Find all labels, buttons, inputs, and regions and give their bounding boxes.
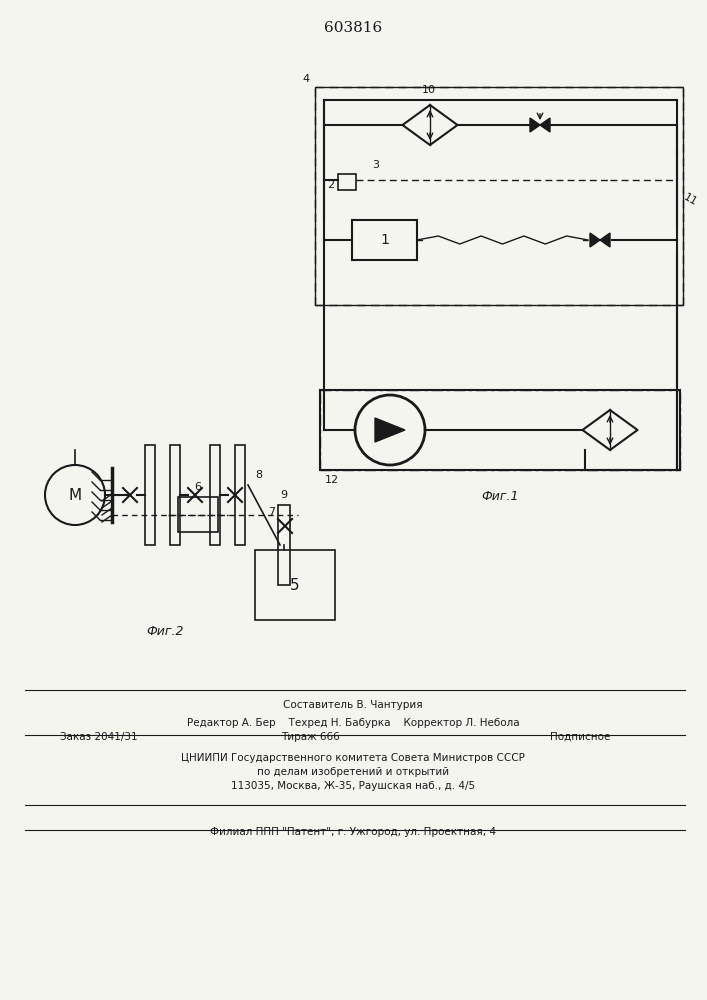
Text: 5: 5 [290, 578, 300, 592]
Text: 6: 6 [194, 482, 201, 492]
Text: 3: 3 [372, 160, 379, 170]
Text: 10: 10 [422, 85, 436, 95]
Text: 4: 4 [303, 74, 310, 84]
Text: Филиал ППП "Патент", г. Ужгород, ул. Проектная, 4: Филиал ППП "Патент", г. Ужгород, ул. Про… [210, 827, 496, 837]
Bar [210, 445, 220, 545]
Bar [235, 445, 245, 545]
Text: 7: 7 [268, 507, 275, 517]
Text: по делам изобретений и открытий: по делам изобретений и открытий [257, 767, 449, 777]
Text: 9: 9 [281, 490, 288, 500]
Bar [338, 174, 356, 190]
Bar [145, 445, 155, 545]
Polygon shape [540, 118, 550, 132]
Polygon shape [590, 233, 600, 247]
Text: M: M [69, 488, 81, 502]
Text: 12: 12 [325, 475, 339, 485]
Polygon shape [600, 233, 610, 247]
Bar [278, 505, 290, 585]
Text: 113035, Москва, Ж-35, Раушская наб., д. 4/5: 113035, Москва, Ж-35, Раушская наб., д. … [231, 781, 475, 791]
Bar [315, 87, 683, 305]
Bar [170, 445, 180, 545]
Text: Подписное: Подписное [550, 732, 610, 742]
Text: Составитель В. Чантурия: Составитель В. Чантурия [284, 700, 423, 710]
Polygon shape [375, 418, 405, 442]
Text: Редактор А. Бер    Техред Н. Бабурка    Корректор Л. Небола: Редактор А. Бер Техред Н. Бабурка Коррек… [187, 718, 520, 728]
Text: Фиг.2: Фиг.2 [146, 625, 184, 638]
Text: Заказ 2041/31: Заказ 2041/31 [60, 732, 138, 742]
Text: 1: 1 [380, 233, 389, 247]
Text: Тираж 666: Тираж 666 [281, 732, 339, 742]
Bar [178, 497, 218, 532]
Bar [320, 390, 680, 470]
Text: 8: 8 [255, 470, 262, 480]
Text: 2: 2 [327, 180, 334, 190]
Bar [255, 550, 335, 620]
Bar [352, 220, 417, 260]
Polygon shape [530, 118, 540, 132]
Text: 11: 11 [682, 192, 699, 208]
Text: ЦНИИПИ Государственного комитета Совета Министров СССР: ЦНИИПИ Государственного комитета Совета … [181, 753, 525, 763]
Text: 603816: 603816 [324, 21, 382, 35]
Text: Фиг.1: Фиг.1 [481, 490, 519, 503]
